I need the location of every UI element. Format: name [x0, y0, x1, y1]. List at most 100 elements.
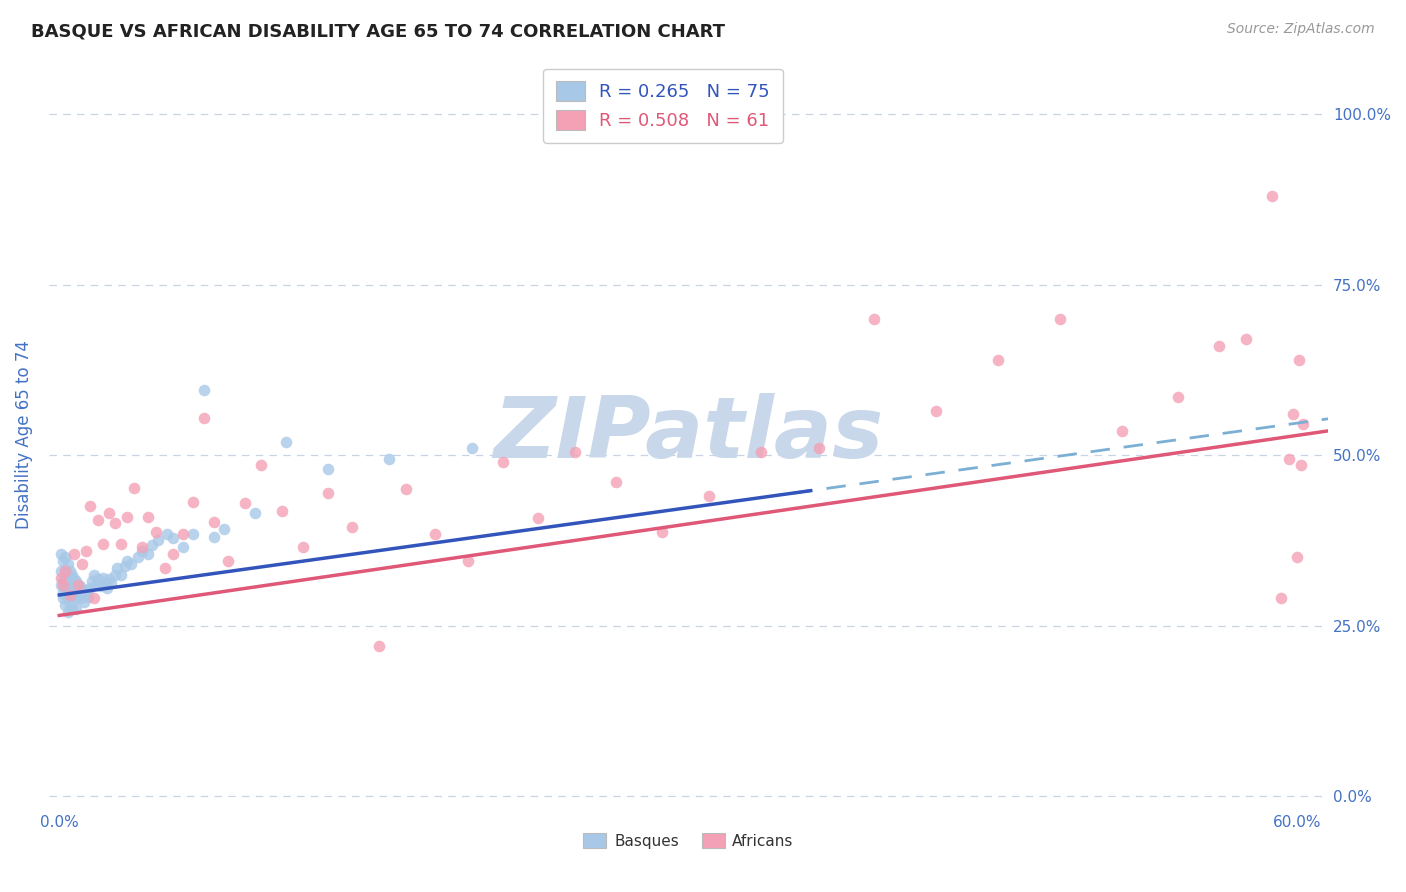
Point [162, 547, 184, 561]
Point [749, 444, 772, 458]
Point [193, 410, 215, 425]
Point [110, 567, 132, 582]
Point [51, 578, 73, 592]
Point [60, 579, 83, 593]
Point [153, 560, 176, 574]
Point [378, 451, 401, 466]
Point [117, 509, 139, 524]
Point [697, 489, 720, 503]
Point [127, 550, 149, 565]
Point [183, 526, 205, 541]
Point [104, 567, 127, 582]
Point [100, 576, 122, 591]
Point [117, 554, 139, 568]
Point [70, 584, 93, 599]
Text: ZIPatlas: ZIPatlas [494, 393, 884, 476]
Point [121, 558, 143, 572]
Point [291, 540, 314, 554]
Point [1234, 332, 1257, 346]
Point [276, 434, 298, 449]
Point [82, 574, 104, 589]
Point [73, 588, 96, 602]
Point [202, 530, 225, 544]
Point [925, 404, 948, 418]
Point [52, 591, 75, 606]
Point [73, 595, 96, 609]
Point [105, 560, 128, 574]
Point [395, 482, 418, 496]
Point [136, 509, 159, 524]
Point [91, 537, 114, 551]
Point [457, 554, 479, 568]
Point [145, 524, 167, 539]
Point [250, 458, 273, 473]
Point [233, 496, 256, 510]
Point [131, 543, 153, 558]
Point [62, 593, 84, 607]
Point [59, 588, 82, 602]
Point [52, 574, 75, 589]
Point [316, 462, 339, 476]
Point [56, 581, 79, 595]
Point [62, 572, 84, 586]
Point [202, 515, 225, 529]
Point [1291, 458, 1313, 473]
Point [104, 516, 127, 531]
Point [987, 352, 1010, 367]
Point [69, 591, 91, 606]
Point [1270, 591, 1292, 606]
Point [60, 567, 83, 582]
Point [97, 572, 120, 586]
Point [87, 513, 110, 527]
Point [56, 558, 79, 572]
Point [91, 571, 114, 585]
Point [55, 574, 77, 589]
Point [136, 547, 159, 561]
Point [122, 481, 145, 495]
Point [110, 537, 132, 551]
Point [66, 578, 89, 592]
Point [55, 581, 77, 595]
Point [55, 598, 77, 612]
Point [148, 533, 170, 548]
Point [863, 311, 886, 326]
Point [214, 522, 236, 536]
Point [56, 591, 79, 606]
Point [52, 584, 75, 599]
Point [1049, 311, 1071, 326]
Point [75, 583, 97, 598]
Point [1282, 407, 1305, 421]
Point [1208, 339, 1230, 353]
Point [1167, 390, 1189, 404]
Point [83, 567, 105, 582]
Point [51, 547, 73, 561]
Point [83, 591, 105, 606]
Point [55, 550, 77, 565]
Point [79, 581, 101, 595]
Point [131, 540, 153, 554]
Point [114, 558, 136, 573]
Point [368, 639, 391, 653]
Point [97, 506, 120, 520]
Point [55, 588, 77, 602]
Point [86, 578, 108, 592]
Point [564, 444, 586, 458]
Point [52, 578, 75, 592]
Point [55, 564, 77, 578]
Point [807, 442, 830, 456]
Point [155, 526, 177, 541]
Point [65, 574, 87, 589]
Point [59, 574, 82, 589]
Point [65, 601, 87, 615]
Point [172, 540, 194, 554]
Text: BASQUE VS AFRICAN DISABILITY AGE 65 TO 74 CORRELATION CHART: BASQUE VS AFRICAN DISABILITY AGE 65 TO 7… [31, 22, 725, 40]
Point [51, 571, 73, 585]
Point [90, 579, 112, 593]
Point [56, 571, 79, 585]
Point [93, 576, 115, 591]
Point [51, 564, 73, 578]
Point [217, 554, 239, 568]
Text: Source: ZipAtlas.com: Source: ZipAtlas.com [1227, 22, 1375, 37]
Point [60, 590, 83, 604]
Point [59, 598, 82, 612]
